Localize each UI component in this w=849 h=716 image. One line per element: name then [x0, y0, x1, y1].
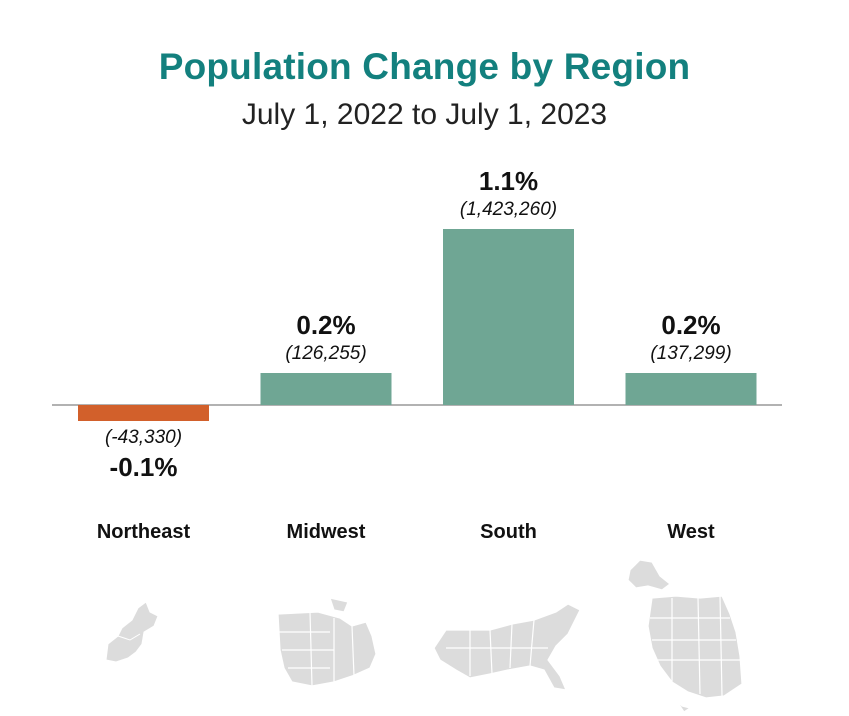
value-label-northeast: -0.1% [110, 452, 178, 482]
value-label-west: 0.2% [661, 310, 720, 340]
bar-midwest [260, 373, 392, 405]
category-label-midwest: Midwest [287, 521, 366, 543]
midwest-map-icon [277, 597, 377, 687]
west-map-icon [627, 559, 743, 713]
count-label-northeast: (-43,330) [105, 427, 182, 448]
northeast-map-icon [105, 601, 159, 663]
category-label-south: South [480, 521, 537, 543]
category-label-northeast: Northeast [97, 521, 191, 543]
bar-west [625, 373, 757, 405]
chart-title: Population Change by Region [158, 46, 691, 87]
south-map-icon [433, 603, 581, 691]
count-label-south: (1,423,260) [460, 199, 557, 220]
count-label-midwest: (126,255) [285, 343, 366, 364]
count-label-west: (137,299) [650, 343, 731, 364]
bar-northeast [78, 405, 209, 421]
category-label-west: West [667, 521, 715, 543]
chart-subtitle: July 1, 2022 to July 1, 2023 [241, 98, 608, 131]
bar-south [443, 229, 574, 405]
value-label-south: 1.1% [479, 166, 538, 196]
value-label-midwest: 0.2% [296, 310, 355, 340]
